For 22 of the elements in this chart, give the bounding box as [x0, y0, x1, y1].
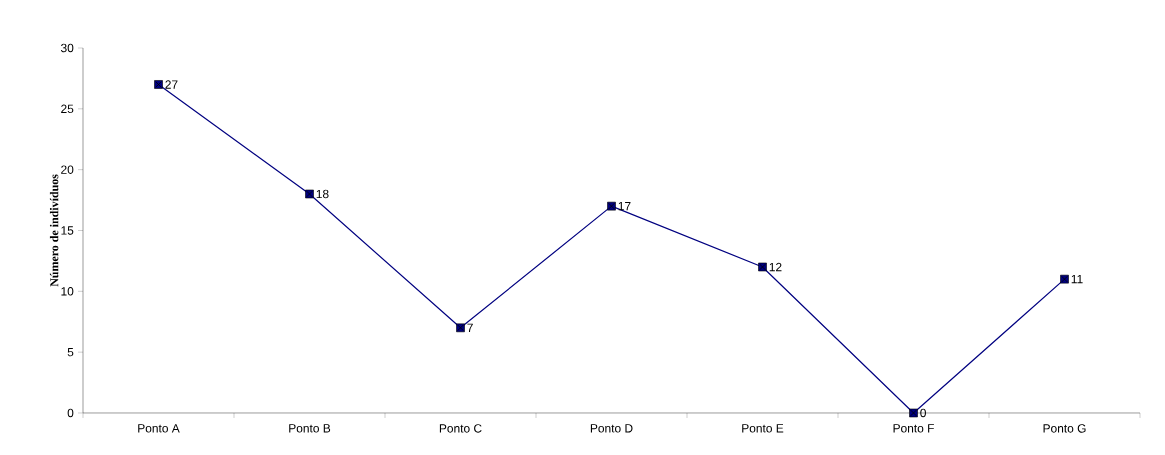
y-tick-label: 20: [61, 165, 74, 174]
x-tick-label: Ponto D: [590, 424, 633, 433]
data-label: 12: [769, 262, 782, 272]
y-tick-label: 15: [61, 226, 74, 235]
x-tick-label: Ponto F: [893, 424, 934, 433]
x-tick-label: Ponto E: [742, 424, 784, 433]
x-tick-label: Ponto G: [1043, 424, 1086, 433]
y-tick-label: 5: [67, 347, 74, 357]
x-tick-label: Ponto C: [439, 424, 482, 433]
data-label: 0: [920, 408, 926, 418]
x-tick-label: Ponto B: [289, 424, 331, 433]
y-tick-label: 0: [67, 408, 74, 418]
data-label: 7: [467, 323, 473, 332]
x-tick-label: Ponto A: [138, 424, 180, 433]
y-tick-label: 30: [60, 43, 74, 53]
y-tick-label: 25: [61, 104, 74, 114]
data-label: 18: [316, 189, 329, 199]
y-tick-label: 10: [61, 287, 74, 296]
data-label: 27: [165, 80, 178, 89]
y-axis-title: Número de indivíduos: [49, 174, 59, 287]
data-label: 11: [1071, 275, 1083, 284]
data-label: 17: [618, 202, 631, 211]
